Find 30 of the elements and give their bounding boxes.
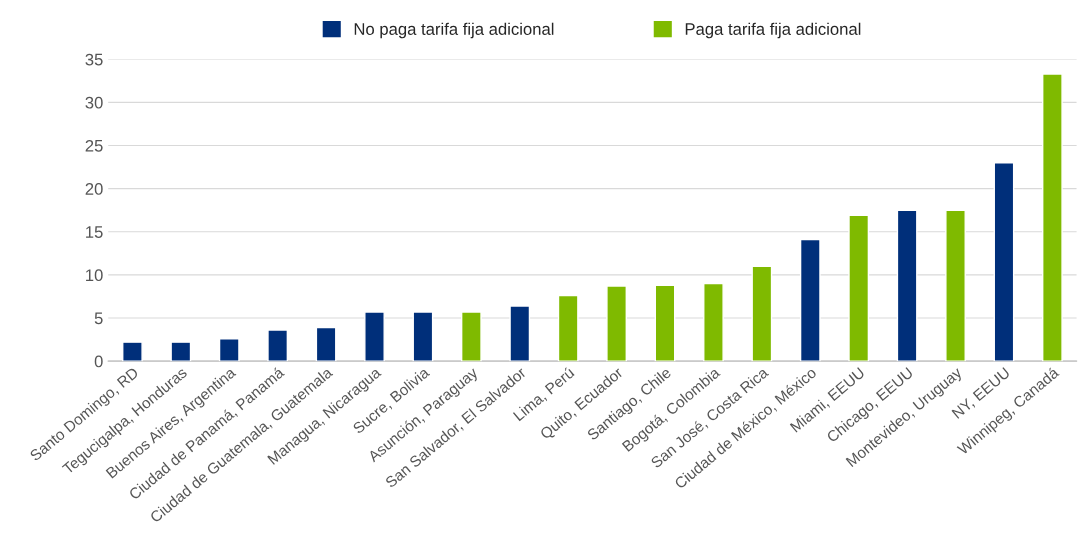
- bar: [267, 329, 289, 362]
- bar: [606, 285, 627, 362]
- y-tick-label: 5: [94, 312, 103, 325]
- bar: [993, 162, 1015, 362]
- legend-label: No paga tarifa fija adicional: [354, 22, 554, 39]
- y-tick-label: 0: [94, 355, 103, 368]
- bar: [751, 265, 773, 362]
- legend-label: Paga tarifa fija adicional: [685, 22, 861, 39]
- bar: [896, 209, 918, 362]
- bar: [945, 209, 966, 362]
- bar: [170, 341, 192, 362]
- y-tick-label: 10: [86, 269, 103, 282]
- y-tick-label: 35: [85, 53, 103, 66]
- y-tick-label: 20: [85, 183, 103, 195]
- y-tick-label: 15: [86, 226, 103, 238]
- bar: [557, 294, 579, 362]
- bar: [654, 284, 676, 362]
- bar: [509, 305, 531, 362]
- bar: [412, 311, 434, 362]
- bar: [364, 311, 385, 362]
- bar: [218, 338, 240, 362]
- bar: [799, 238, 821, 362]
- bar: [460, 311, 482, 362]
- bar: [848, 214, 870, 362]
- bar: [122, 341, 143, 362]
- bar: [315, 326, 337, 362]
- y-tick-label: 25: [85, 139, 103, 152]
- bar: [703, 282, 724, 362]
- y-tick-label: 30: [85, 96, 103, 109]
- bar: [1042, 73, 1063, 362]
